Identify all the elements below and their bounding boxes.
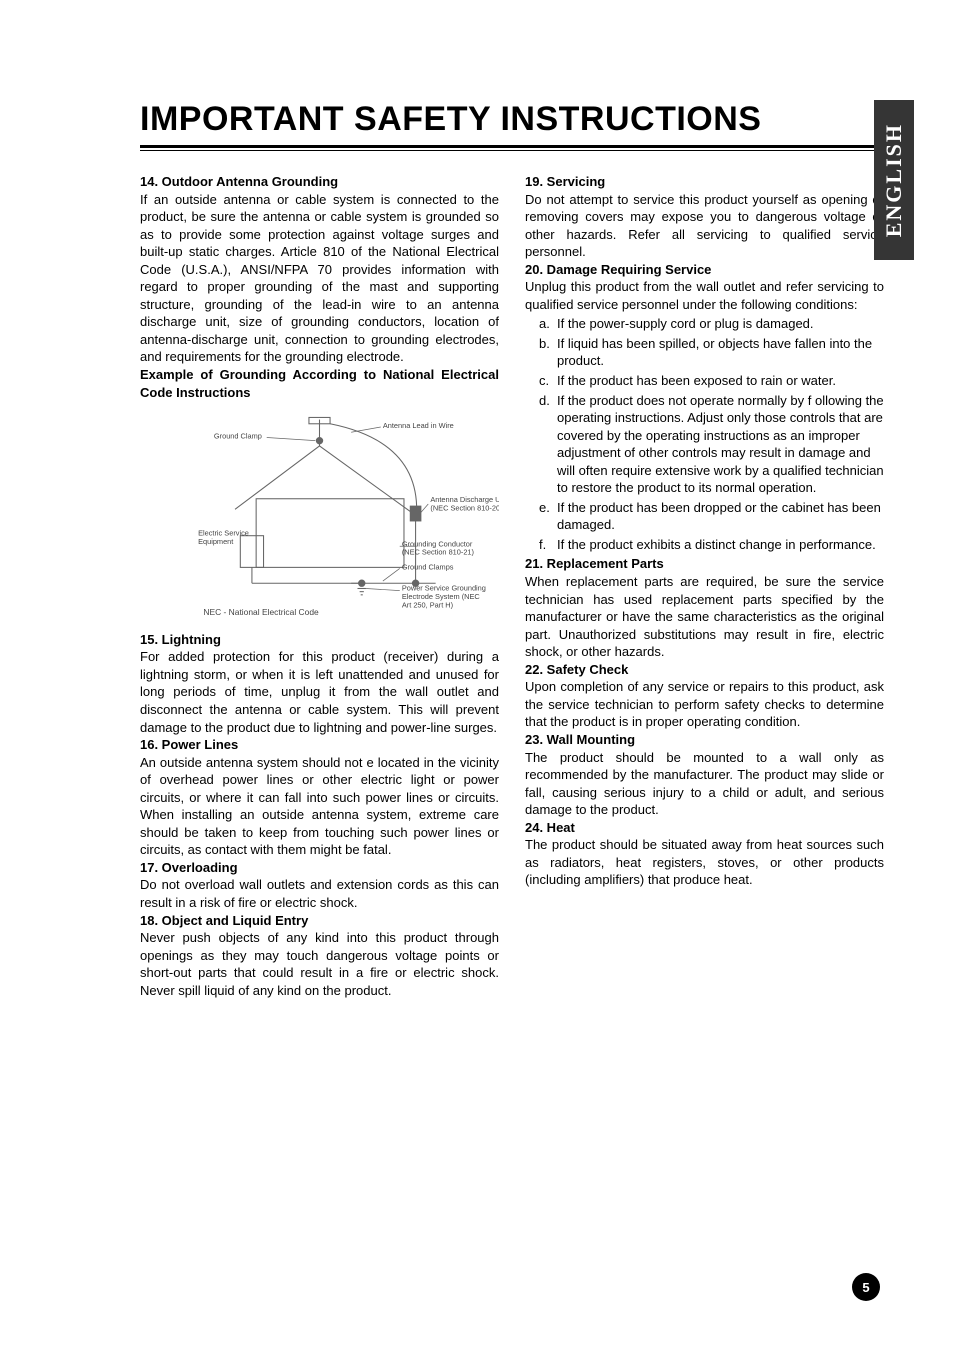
left-column: 14. Outdoor Antenna Grounding If an outs… <box>140 173 499 999</box>
section-heading: 17. Overloading <box>140 860 238 875</box>
section-heading: 19. Servicing <box>525 174 605 189</box>
diagram-label: Ground Clamps <box>402 563 454 572</box>
diagram-label: Antenna Lead in Wire <box>383 421 454 430</box>
section-body: For added protection for this product (r… <box>140 648 499 736</box>
list-item: c.If the product has been exposed to rai… <box>539 372 884 390</box>
section-body: Do not attempt to service this product y… <box>525 191 884 261</box>
list-item: b.If liquid has been spilled, or objects… <box>539 335 884 370</box>
page-number: 5 <box>862 1280 869 1295</box>
section-22: 22. Safety Check Upon completion of any … <box>525 661 884 731</box>
right-column: 19. Servicing Do not attempt to service … <box>525 173 884 999</box>
list-item: a.If the power-supply cord or plug is da… <box>539 315 884 333</box>
conditions-list: a.If the power-supply cord or plug is da… <box>539 315 884 553</box>
language-tab: ENGLISH <box>874 100 914 260</box>
section-heading: 24. Heat <box>525 820 575 835</box>
section-18: 18. Object and Liquid Entry Never push o… <box>140 912 499 1000</box>
section-19: 19. Servicing Do not attempt to service … <box>525 173 884 261</box>
section-heading: 23. Wall Mounting <box>525 732 635 747</box>
page-title: IMPORTANT SAFETY INSTRUCTIONS <box>140 100 884 139</box>
section-15: 15. Lightning For added protection for t… <box>140 631 499 736</box>
section-23: 23. Wall Mounting The product should be … <box>525 731 884 819</box>
section-16: 16. Power Lines An outside antenna syste… <box>140 736 499 859</box>
section-heading: 22. Safety Check <box>525 662 628 677</box>
section-heading: 14. Outdoor Antenna Grounding <box>140 174 338 189</box>
section-21: 21. Replacement Parts When replacement p… <box>525 555 884 660</box>
section-body: If an outside antenna or cable system is… <box>140 191 499 366</box>
section-body: Never push objects of any kind into this… <box>140 929 499 999</box>
list-item: e.If the product has been dropped or the… <box>539 499 884 534</box>
section-heading: 18. Object and Liquid Entry <box>140 913 308 928</box>
section-heading: 20. Damage Requiring Service <box>525 262 711 277</box>
diagram-label: Grounding Conductor (NEC Section 810-21) <box>402 539 475 556</box>
page: ENGLISH IMPORTANT SAFETY INSTRUCTIONS 14… <box>0 0 954 1355</box>
section-heading: 21. Replacement Parts <box>525 556 664 571</box>
section-body: Do not overload wall outlets and extensi… <box>140 876 499 911</box>
section-24: 24. Heat The product should be situated … <box>525 819 884 889</box>
section-heading: 16. Power Lines <box>140 737 238 752</box>
diagram-label: Ground Clamp <box>214 432 262 441</box>
content-columns: 14. Outdoor Antenna Grounding If an outs… <box>140 173 884 999</box>
language-tab-label: ENGLISH <box>881 123 907 237</box>
section-body: When replacement parts are required, be … <box>525 573 884 661</box>
section-14: 14. Outdoor Antenna Grounding If an outs… <box>140 173 499 631</box>
diagram-label: Power Service Grounding Electrode System… <box>402 584 488 610</box>
section-body: Upon completion of any service or repair… <box>525 678 884 731</box>
section-body: An outside antenna system should not e l… <box>140 754 499 859</box>
list-item: f.If the product exhibits a distinct cha… <box>539 536 884 554</box>
diagram-label: Electric Service Equipment <box>198 529 251 546</box>
section-subheading: Example of Grounding According to Nation… <box>140 366 499 401</box>
grounding-diagram: Ground Clamp Antenna Lead in Wire Antenn… <box>140 409 499 620</box>
page-number-badge: 5 <box>852 1273 880 1301</box>
diagram-footnote: NEC - National Electrical Code <box>203 607 319 617</box>
diagram-label: Antenna Discharge Unit (NEC Section 810-… <box>430 495 499 512</box>
section-body: The product should be situated away from… <box>525 836 884 889</box>
section-20: 20. Damage Requiring Service Unplug this… <box>525 261 884 554</box>
section-body: The product should be mounted to a wall … <box>525 749 884 819</box>
section-17: 17. Overloading Do not overload wall out… <box>140 859 499 912</box>
list-item: d.If the product does not operate normal… <box>539 392 884 497</box>
section-heading: 15. Lightning <box>140 632 221 647</box>
title-underline <box>140 145 884 151</box>
section-body: Unplug this product from the wall outlet… <box>525 278 884 313</box>
